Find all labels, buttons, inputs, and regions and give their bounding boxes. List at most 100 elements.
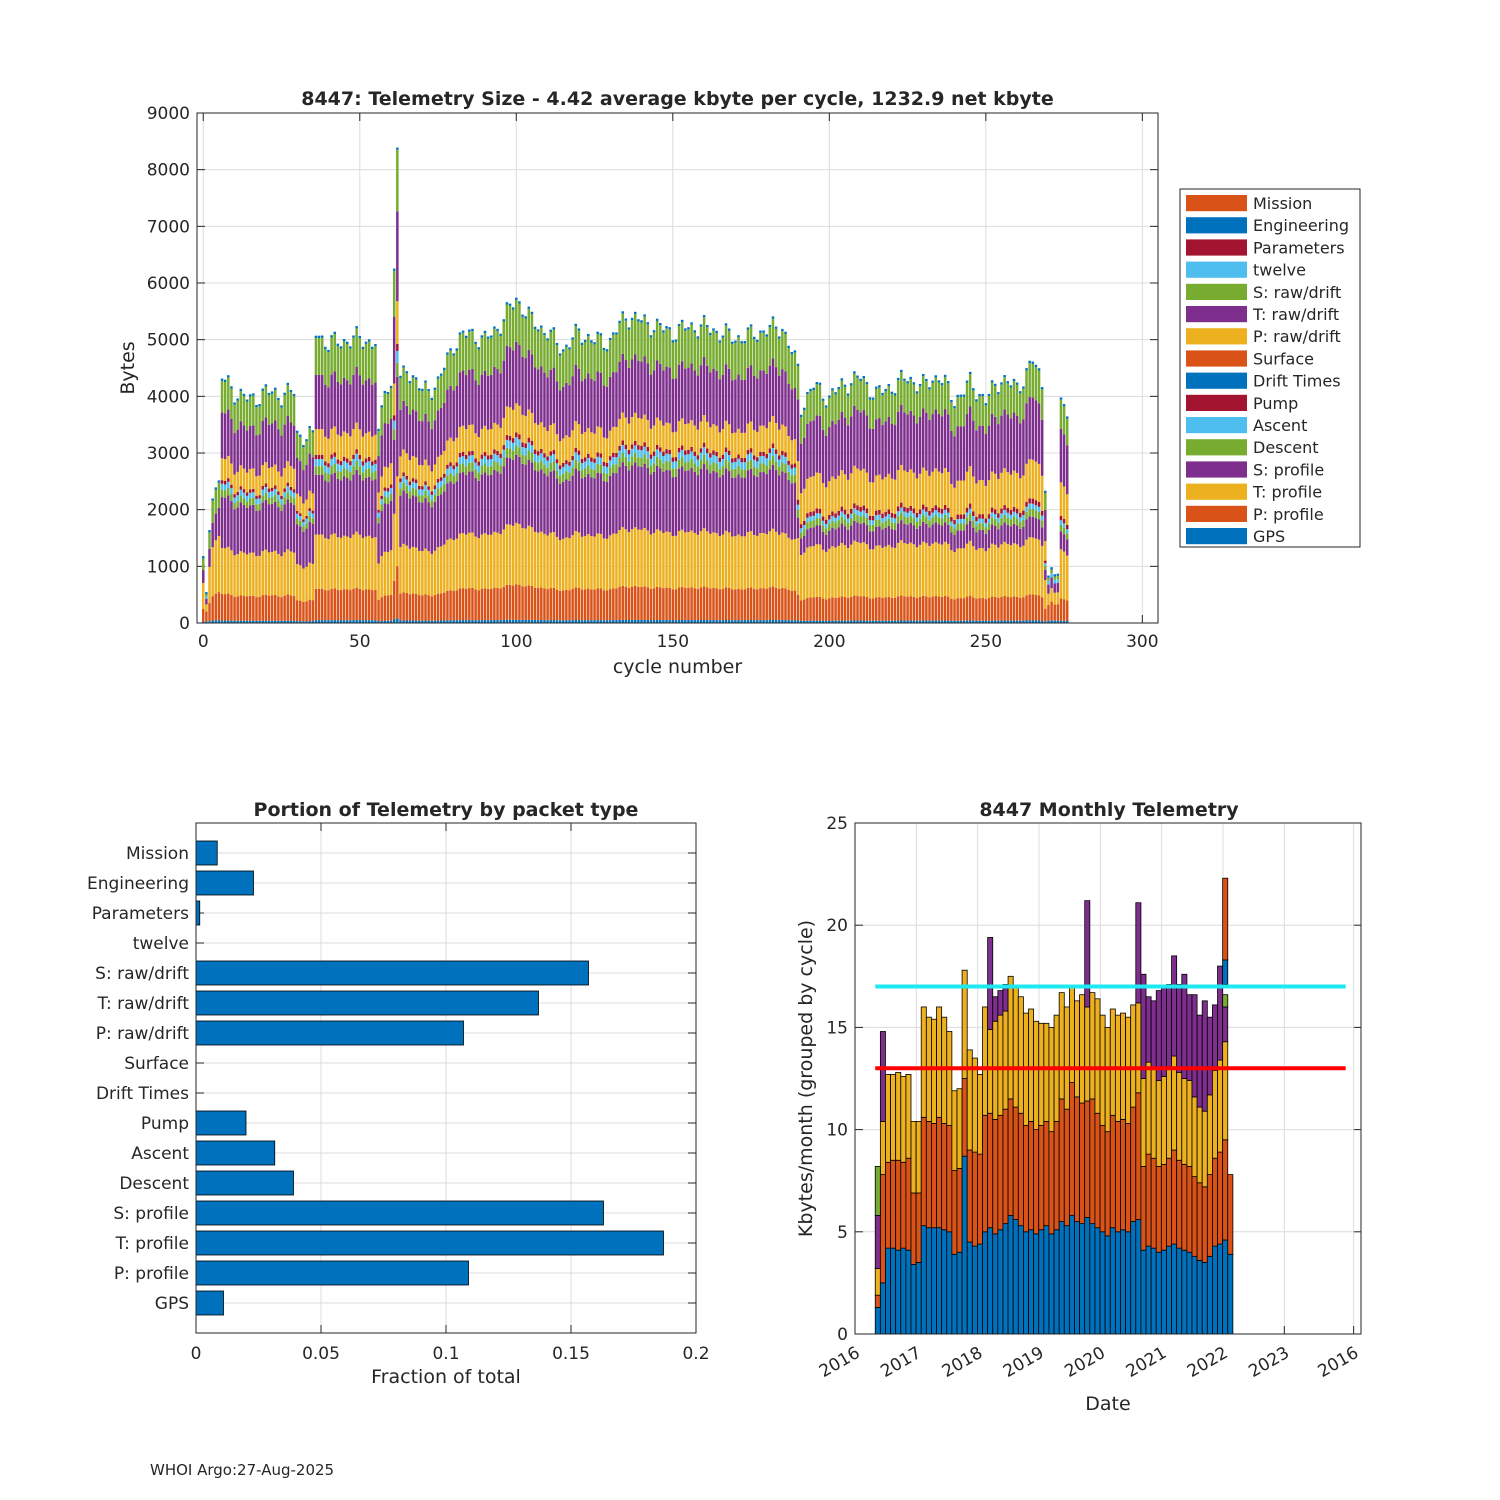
cycle-bar-segment: [377, 621, 380, 623]
cycle-bar-segment: [292, 492, 296, 499]
cycle-bar-segment: [743, 462, 747, 470]
cycle-bar-segment: [981, 514, 984, 519]
cycle-bar-segment: [997, 513, 1000, 518]
cycle-bar-segment: [346, 620, 349, 623]
cycle-bar-segment: [633, 314, 637, 355]
cycle-bar-segment: [223, 548, 227, 595]
cycle-bar-segment: [959, 530, 963, 549]
cycle-bar-segment: [803, 599, 806, 621]
cycle-bar-segment: [934, 595, 938, 621]
cycle-bar-segment: [314, 466, 318, 475]
cycle-bar-segment: [521, 586, 524, 620]
cycle-bar-segment: [267, 488, 271, 492]
cycle-bar-engineering: [524, 316, 527, 319]
month-bar-segment: [966, 1149, 973, 1243]
cycle-bar-segment: [499, 465, 502, 474]
cycle-bar-segment: [652, 370, 656, 426]
cycle-bar-segment: [734, 468, 737, 478]
cycle-bar-segment: [759, 370, 762, 426]
cycle-bar-segment: [806, 394, 809, 424]
cycle-bar-segment: [665, 366, 668, 423]
cycle-bar-segment: [806, 478, 809, 514]
cycle-bar-segment: [236, 495, 239, 501]
cycle-bar-segment: [349, 620, 352, 623]
month-bar-segment: [885, 1074, 891, 1163]
cycle-bar-engineering: [220, 378, 224, 381]
cycle-bar-segment: [608, 535, 612, 590]
cycle-bar-segment: [587, 534, 590, 589]
cycle-bar-segment: [768, 448, 772, 453]
cycle-bar-segment: [893, 620, 897, 623]
cycle-bar-segment: [236, 554, 239, 597]
cycle-bar-segment: [978, 425, 981, 481]
cycle-bar-segment: [248, 595, 252, 621]
cycle-bar-segment: [615, 620, 618, 623]
month-bar-segment: [1206, 1094, 1213, 1175]
cycle-bar-segment: [975, 401, 978, 431]
month-bar-segment: [1212, 1069, 1218, 1159]
cycle-bar-engineering: [662, 330, 665, 333]
cycle-bar-segment: [806, 522, 809, 530]
cycle-bar-segment: [361, 538, 365, 591]
cycle-bar-segment: [574, 530, 578, 588]
cycle-bar-segment: [637, 529, 640, 587]
cycle-bar-segment: [417, 485, 421, 490]
cycle-bar-segment: [1022, 597, 1025, 621]
cycle-bar-segment: [505, 457, 509, 525]
cycle-bar-segment: [261, 465, 264, 487]
cycle-bar-segment: [637, 457, 640, 467]
month-bar-segment: [1206, 1174, 1213, 1257]
month-bar-segment: [1181, 1078, 1188, 1165]
cycle-bar-engineering: [815, 381, 819, 385]
cycle-bar-segment: [790, 483, 794, 540]
cycle-bar-segment: [399, 495, 402, 548]
cycle-bar-segment: [480, 454, 484, 459]
cycle-bar-segment: [527, 308, 531, 350]
cycle-bar-segment: [968, 374, 972, 407]
cycle-bar-segment: [981, 598, 984, 621]
cycle-bar-segment: [1000, 620, 1003, 623]
cycle-bar-segment: [499, 427, 502, 454]
cycle-bar-segment: [803, 552, 806, 600]
cycle-bar-segment: [1059, 399, 1063, 429]
cycle-bar-segment: [546, 535, 549, 590]
cycle-bar-segment: [790, 620, 794, 623]
cycle-bar-engineering: [549, 329, 552, 332]
cycle-bar-segment: [762, 620, 765, 623]
cycle-bar-segment: [424, 490, 427, 499]
cycle-bar-segment: [671, 457, 675, 462]
cycle-bar-segment: [214, 513, 218, 541]
cycle-bar-segment: [527, 619, 531, 623]
month-bar-segment: [1196, 1106, 1203, 1184]
cycle-bar-segment: [752, 466, 756, 476]
cycle-bar-segment: [934, 510, 938, 515]
cycle-bar-segment: [821, 620, 825, 623]
cycle-bar-segment: [533, 329, 537, 368]
cycle-bar-segment: [1006, 543, 1009, 597]
cycle-bar-segment: [336, 345, 340, 382]
cycle-bar-segment: [261, 620, 264, 623]
cycle-bar-segment: [530, 585, 534, 620]
cycle-bar-segment: [502, 445, 506, 450]
cycle-bar-segment: [987, 598, 991, 621]
cycle-bar-segment: [677, 468, 681, 531]
cycle-bar-segment: [846, 395, 850, 426]
cycle-bar-segment: [383, 503, 387, 552]
cycle-bar-segment: [837, 620, 840, 623]
cycle-bar-segment: [649, 465, 653, 475]
cycle-bar-segment: [590, 432, 593, 458]
cycle-bar-segment: [997, 547, 1000, 598]
cycle-bar-segment: [314, 375, 318, 430]
cycle-bar-segment: [875, 519, 878, 528]
cycle-bar-segment: [787, 480, 790, 538]
cycle-bar-segment: [828, 548, 831, 599]
cycle-bar-segment: [283, 595, 286, 621]
month-bar-segment: [1074, 1221, 1081, 1335]
cycle-bar-segment: [921, 595, 925, 621]
cycle-bar-segment: [737, 428, 740, 455]
cycle-bar-segment: [461, 472, 465, 534]
cycle-bar-segment: [458, 473, 462, 534]
y-tick-label: 8000: [147, 161, 190, 181]
cycle-bar-segment: [502, 466, 506, 530]
cycle-bar-segment: [580, 589, 584, 621]
